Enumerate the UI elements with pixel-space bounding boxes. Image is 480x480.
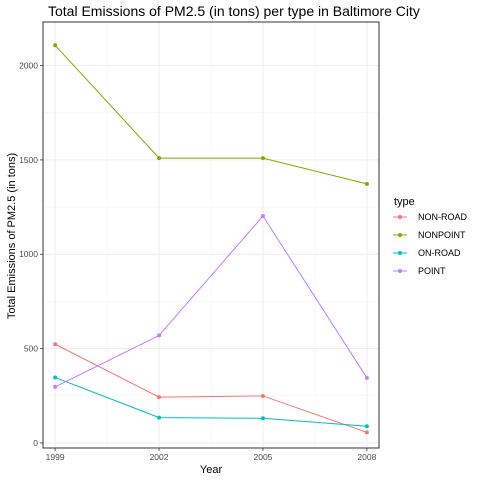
data-point-non-road: [260, 393, 265, 398]
data-point-on-road: [260, 416, 265, 421]
data-point-on-road: [53, 375, 58, 380]
x-tick-label: 1999: [46, 452, 65, 462]
legend-key-point: [398, 269, 402, 273]
data-point-non-road: [53, 342, 58, 347]
data-point-non-road: [364, 430, 369, 435]
data-point-on-road: [157, 415, 162, 420]
x-tick-label: 2002: [150, 452, 169, 462]
data-point-on-road: [364, 424, 369, 429]
legend: type NON-ROAD NONPOINT ON-ROAD POINT: [393, 196, 467, 276]
y-tick-label: 1500: [19, 155, 38, 165]
x-tick-label: 2005: [253, 452, 272, 462]
legend-item-point: POINT: [393, 266, 446, 276]
legend-label: POINT: [418, 266, 446, 276]
y-tick-label: 0: [33, 438, 38, 448]
data-point-nonpoint: [364, 181, 369, 186]
data-point-point: [260, 214, 265, 219]
y-tick-label: 500: [24, 344, 38, 354]
x-axis-title: Year: [200, 464, 223, 476]
data-point-point: [364, 375, 369, 380]
series-line-nonpoint: [54, 44, 368, 185]
legend-item-on-road: ON-ROAD: [393, 248, 461, 258]
legend-key-point: [398, 233, 402, 237]
legend-key-point: [398, 251, 402, 255]
y-axis-title: Total Emissions of PM2.5 (in tons): [6, 153, 18, 319]
legend-label: NONPOINT: [418, 230, 466, 240]
y-tick-label: 2000: [19, 61, 38, 71]
plot-panel: 0 500 1000 1500 2000 1999 2002 2005 2008: [19, 21, 380, 462]
chart-title: Total Emissions of PM2.5 (in tons) per t…: [48, 3, 420, 19]
panel-border: [42, 21, 380, 449]
data-point-point: [157, 333, 162, 338]
series-line-non-road: [54, 343, 368, 433]
legend-title: type: [394, 196, 415, 208]
legend-key-point: [398, 215, 402, 219]
series-line-on-road: [54, 377, 367, 427]
legend-item-nonpoint: NONPOINT: [393, 230, 466, 240]
y-tick-label: 1000: [19, 249, 38, 259]
data-point-non-road: [157, 395, 162, 400]
data-point-nonpoint: [53, 43, 58, 48]
legend-label: ON-ROAD: [418, 248, 461, 258]
data-point-nonpoint: [157, 156, 162, 161]
series-line-point: [54, 215, 368, 388]
x-tick-label: 2008: [357, 452, 376, 462]
data-point-nonpoint: [260, 156, 265, 161]
legend-label: NON-ROAD: [418, 212, 467, 222]
legend-item-non-road: NON-ROAD: [393, 212, 467, 222]
data-point-point: [53, 384, 58, 389]
